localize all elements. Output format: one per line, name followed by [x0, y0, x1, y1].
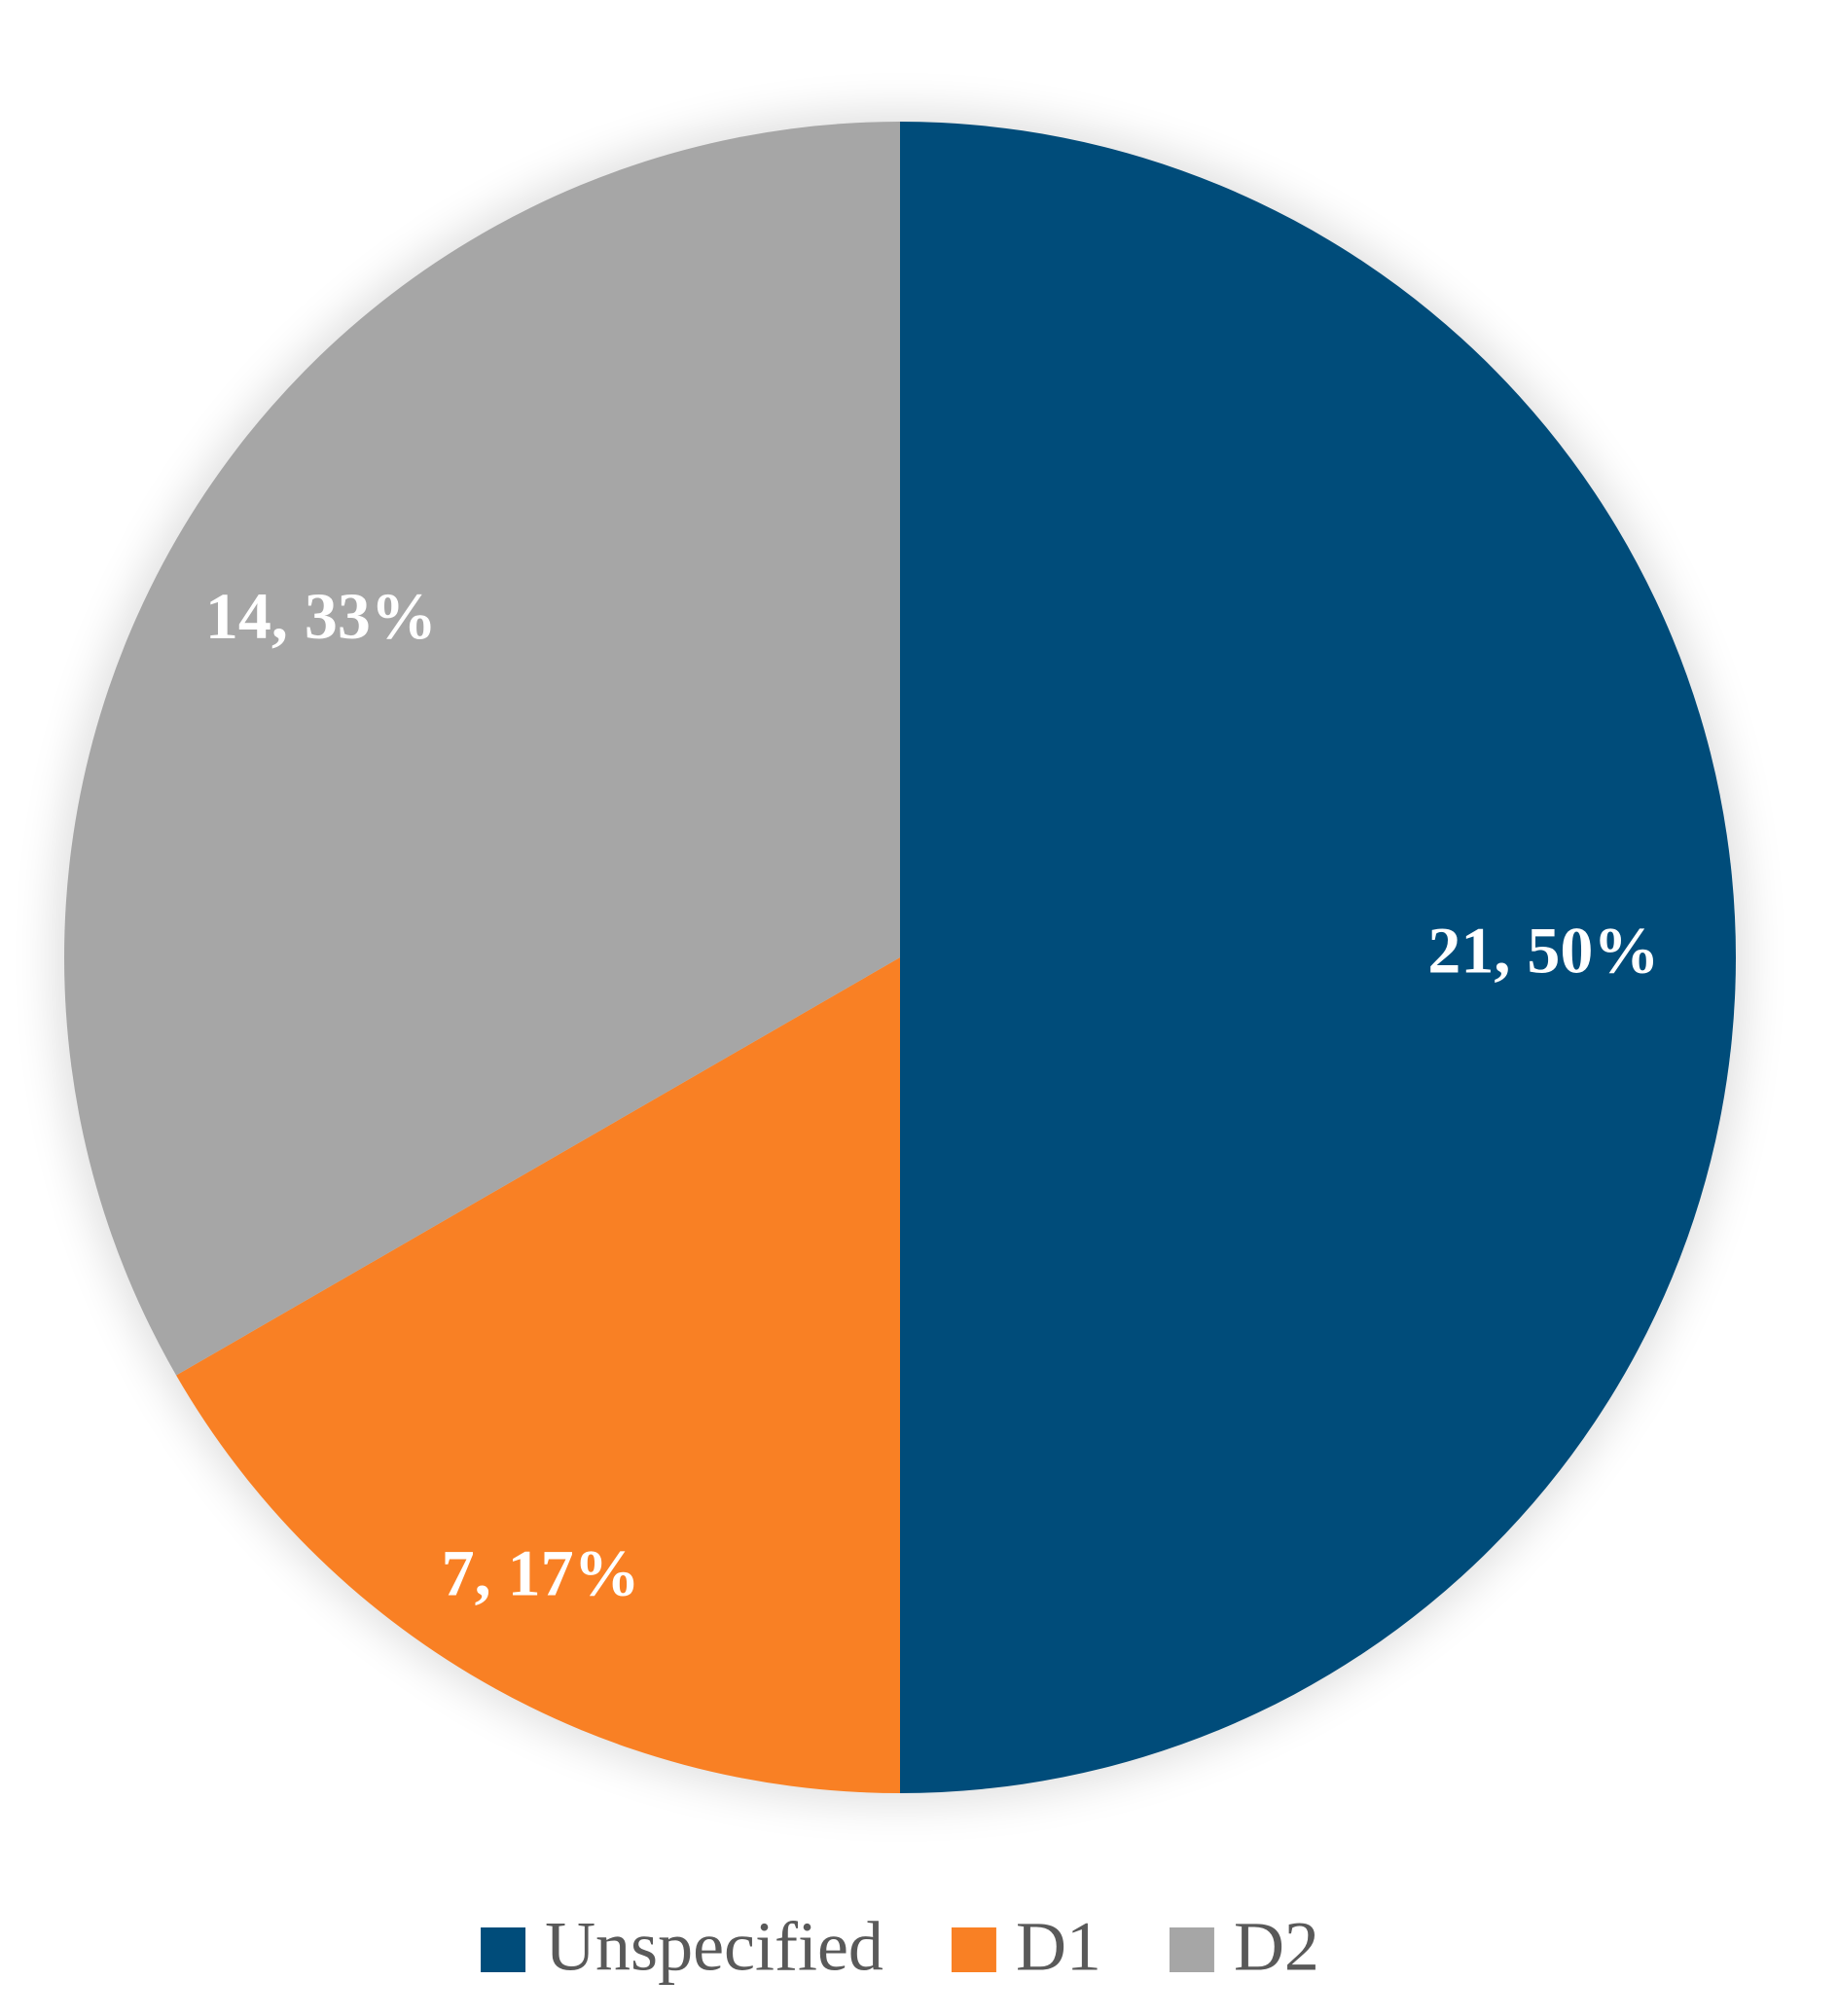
legend-swatch [951, 1927, 996, 1972]
legend: Unspecified D1 D2 [481, 1908, 1319, 1986]
pie-slice [64, 122, 901, 1376]
legend-swatch [481, 1927, 526, 1972]
data-label: 7, 17% [442, 1535, 640, 1609]
data-label: 21, 50% [1427, 914, 1659, 988]
legend-label: D2 [1234, 1908, 1319, 1986]
legend-label: Unspecified [545, 1908, 883, 1986]
pie-slice [900, 122, 1736, 1793]
legend-label: D1 [1016, 1908, 1101, 1986]
pie-slice [176, 957, 901, 1793]
data-label: 14, 33% [205, 579, 437, 653]
legend-swatch [1169, 1927, 1214, 1972]
